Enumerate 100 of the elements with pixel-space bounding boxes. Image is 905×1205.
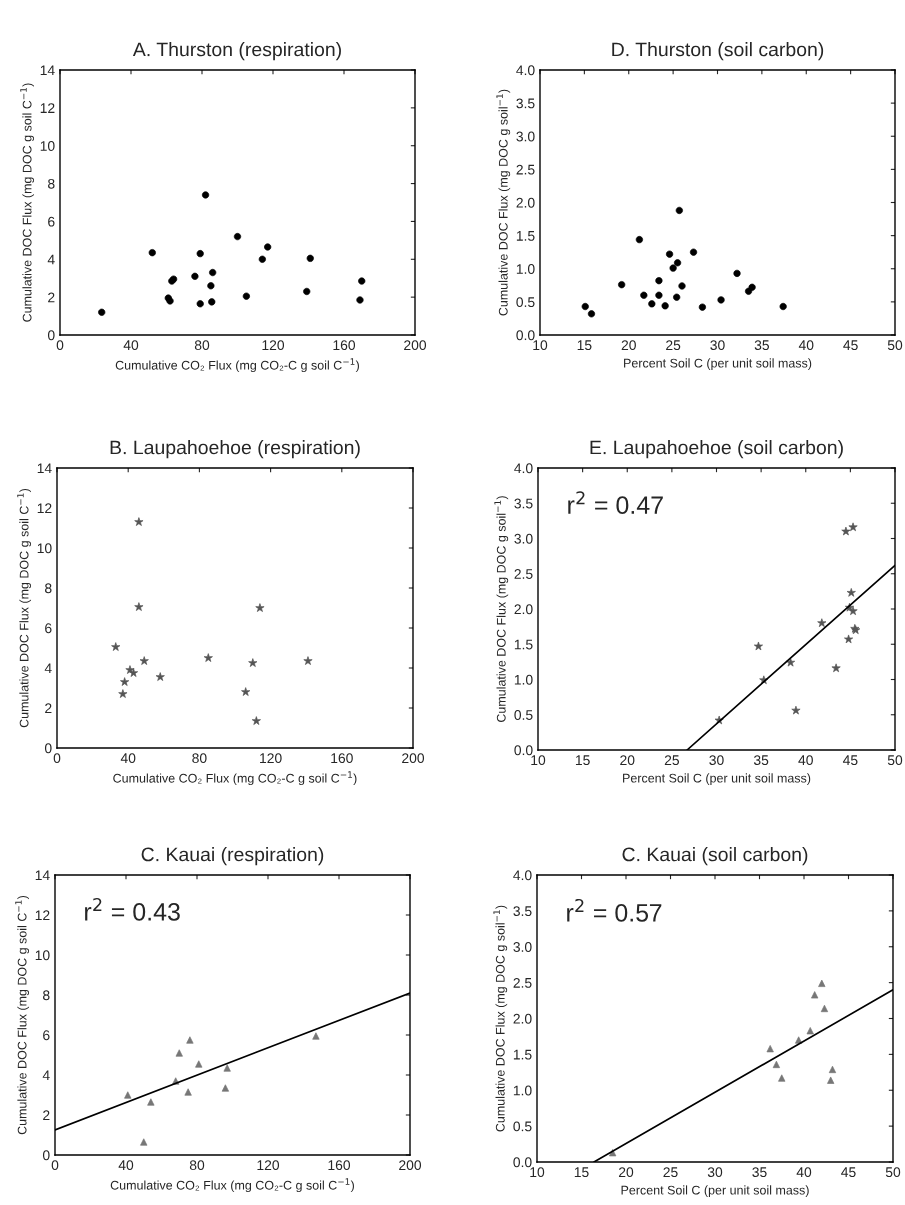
- x-tick-label: 120: [262, 340, 285, 351]
- y-tick-label: 3.0: [514, 533, 533, 544]
- chart-title: E. Laupahoehoe (soil carbon): [590, 440, 843, 459]
- y-tick-label: 0.5: [516, 297, 535, 308]
- x-tick-label: 200: [402, 753, 425, 764]
- x-tick-label: 30: [709, 755, 724, 766]
- y-tick-label: 1.5: [516, 231, 535, 241]
- x-tick-label: 80: [194, 340, 210, 351]
- x-tick-label: 40: [120, 753, 136, 764]
- y-tick-label: 4: [47, 254, 55, 265]
- y-tick-label: 6: [43, 1030, 50, 1041]
- y-tick-label: 1.5: [514, 639, 533, 650]
- y-tick-label: 1.0: [514, 674, 533, 685]
- y-tick-label: 12: [35, 910, 50, 921]
- x-tick-label: 15: [575, 755, 590, 766]
- x-tick-label: 30: [707, 1167, 723, 1178]
- y-axis-title: Cumulative DOC Flux (mg DOC g soil$^{−1}$): [496, 89, 511, 316]
- y-tick-label: 2.5: [516, 164, 535, 175]
- x-tick-label: 45: [841, 1167, 856, 1178]
- y-tick-label: 4.0: [514, 463, 533, 474]
- y-tick-label: 12: [40, 103, 55, 113]
- x-tick-label: 0: [56, 340, 64, 351]
- y-tick-label: 6: [45, 623, 52, 634]
- y-tick-label: 10: [37, 543, 52, 554]
- x-tick-label: 40: [118, 1160, 134, 1171]
- y-tick-label: 0: [44, 743, 52, 754]
- y-tick-label: 4: [44, 663, 52, 674]
- y-tick-label: 3.0: [516, 131, 535, 142]
- x-tick-label: 30: [710, 340, 725, 351]
- chart-title: D. Thurston (soil carbon): [612, 42, 824, 61]
- y-tick-label: 8: [45, 583, 52, 594]
- y-tick-label: 0.0: [513, 1157, 532, 1168]
- y-tick-label: 1.0: [513, 1085, 532, 1096]
- y-axis-title: Cumulative DOC Flux (mg DOC g soil$^{−1}$): [494, 496, 509, 723]
- x-tick-label: 15: [574, 1167, 589, 1178]
- x-tick-label: 20: [621, 340, 636, 351]
- y-tick-label: 2: [43, 1110, 50, 1121]
- x-tick-label: 10: [531, 755, 546, 766]
- x-tick-label: 160: [333, 340, 356, 351]
- x-tick-label: 20: [618, 1167, 634, 1178]
- y-tick-label: 3.5: [513, 906, 532, 917]
- x-axis-title: Cumulative CO₂ Flux (mg CO₂-C g soil C$^{−1}$): [113, 771, 357, 786]
- x-tick-label: 45: [843, 340, 858, 351]
- x-tick-label: 10: [530, 1167, 545, 1178]
- y-tick-label: 1.0: [516, 264, 535, 274]
- y-tick-label: 8: [48, 178, 55, 189]
- y-tick-label: 10: [35, 950, 50, 961]
- y-tick-label: 0.5: [514, 710, 533, 720]
- y-tick-label: 2.5: [514, 569, 533, 579]
- annotation: r$^{2}$ = 0.57: [567, 898, 662, 922]
- y-axis-title: Cumulative DOC Flux (mg DOC g soil C$^{−1}$): [15, 895, 30, 1135]
- y-tick-label: 2.0: [513, 1013, 532, 1024]
- y-tick-label: 0: [47, 330, 55, 341]
- x-tick-label: 200: [399, 1160, 422, 1171]
- chart-title: C. Kauai (soil carbon): [622, 847, 808, 866]
- y-tick-label: 2.0: [516, 197, 535, 208]
- y-tick-label: 3.0: [513, 942, 532, 952]
- x-axis-title: Percent Soil C (per unit soil mass): [624, 358, 812, 371]
- x-tick-label: 40: [798, 340, 814, 351]
- x-tick-label: 15: [577, 340, 592, 351]
- x-tick-label: 160: [331, 753, 353, 764]
- x-tick-label: 35: [753, 755, 769, 766]
- y-tick-label: 4: [42, 1070, 50, 1081]
- x-tick-label: 25: [666, 340, 681, 351]
- y-tick-label: 2.5: [513, 977, 532, 988]
- x-tick-label: 80: [192, 753, 207, 764]
- y-tick-label: 0: [42, 1150, 50, 1161]
- x-tick-label: 40: [798, 755, 813, 766]
- y-tick-label: 8: [43, 990, 50, 1001]
- x-tick-label: 80: [189, 1160, 205, 1171]
- x-axis-title: Cumulative CO₂ Flux (mg CO₂-C g soil C$^{−1}$): [110, 1178, 354, 1193]
- y-tick-label: 10: [40, 141, 55, 151]
- x-tick-label: 35: [754, 340, 770, 351]
- y-tick-label: 2: [48, 292, 55, 303]
- x-tick-label: 25: [663, 1167, 678, 1178]
- y-tick-label: 0.5: [513, 1121, 532, 1132]
- x-tick-label: 40: [796, 1167, 812, 1178]
- x-tick-label: 50: [885, 1167, 901, 1178]
- x-tick-label: 40: [123, 340, 139, 351]
- y-tick-label: 12: [37, 503, 52, 514]
- y-tick-label: 1.5: [513, 1049, 532, 1060]
- x-tick-label: 45: [842, 755, 858, 766]
- y-tick-label: 14: [40, 65, 55, 76]
- x-tick-label: 10: [533, 340, 548, 351]
- x-tick-label: 200: [404, 340, 427, 351]
- x-tick-label: 160: [328, 1160, 351, 1171]
- y-tick-label: 2: [45, 703, 52, 714]
- y-tick-label: 0.0: [514, 745, 533, 756]
- x-tick-label: 25: [664, 755, 680, 766]
- x-tick-label: 50: [887, 340, 903, 351]
- x-tick-label: 20: [620, 755, 635, 766]
- x-tick-label: 120: [260, 753, 282, 764]
- y-axis-title: Cumulative DOC Flux (mg DOC g soil$^{−1}$): [493, 905, 508, 1132]
- x-tick-label: 50: [887, 755, 903, 766]
- annotation: r$^{2}$ = 0.47: [568, 491, 663, 514]
- x-axis-title: Percent Soil C (per unit soil mass): [623, 773, 811, 786]
- y-tick-label: 4.0: [516, 65, 535, 76]
- chart-title: C. Kauai (respiration): [141, 847, 324, 866]
- y-axis-title: Cumulative DOC Flux (mg DOC g soil C$^{−1}$): [20, 83, 35, 322]
- y-tick-label: 0.0: [516, 330, 535, 341]
